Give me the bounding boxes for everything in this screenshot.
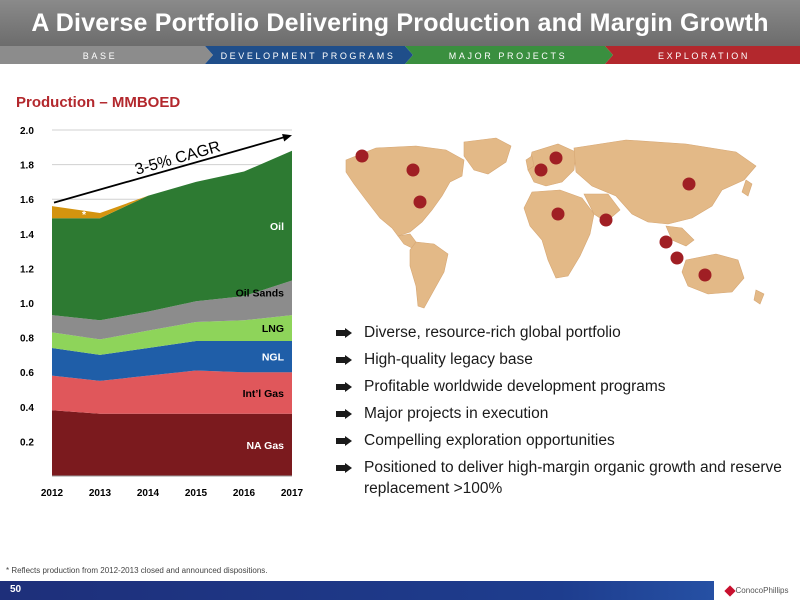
x-tick-label: 2012	[41, 488, 64, 499]
southeast-asia-shape	[665, 225, 695, 247]
x-tick-label: 2014	[137, 488, 160, 499]
area-layer-lng	[52, 315, 292, 355]
slide-title: A Diverse Portfolio Delivering Productio…	[31, 8, 769, 37]
greenland-shape	[463, 137, 512, 175]
asset-markers	[355, 149, 712, 282]
marker-canada	[406, 163, 420, 177]
arrow-bullet-icon	[336, 376, 354, 397]
marker-lower-48	[413, 195, 427, 209]
y-tick-label: 0.2	[20, 437, 34, 448]
series-label: LNG	[262, 323, 284, 335]
bullet-text: Compelling exploration opportunities	[364, 432, 615, 449]
marker-uk	[534, 163, 548, 177]
bullet-item: High-quality legacy base	[336, 349, 796, 370]
production-chart: 0.2 0.4 0.6 0.8 1.0 1.2 1.4 1.6 1.8 2.0 NA Gas Int’…	[20, 126, 304, 499]
bullet-text: High-quality legacy base	[364, 351, 533, 368]
y-tick-label: 0.8	[20, 334, 34, 345]
arrow-bullet-icon	[336, 403, 354, 424]
phase-exploration-segment	[605, 46, 800, 64]
logo-mark-icon	[723, 584, 736, 597]
continents	[345, 137, 765, 309]
marker-north-africa	[551, 207, 565, 221]
y-tick-label: 0.4	[20, 403, 34, 414]
japan-shape	[741, 179, 753, 197]
bullet-item: Profitable worldwide development program…	[336, 376, 796, 397]
company-logo: ConocoPhillips	[714, 581, 800, 600]
marker-qatar	[599, 213, 613, 227]
footnote: * Reflects production from 2012-2013 clo…	[6, 566, 268, 575]
north-america-shape	[345, 145, 465, 237]
africa-shape	[523, 189, 595, 279]
y-tick-label: 1.6	[20, 195, 34, 206]
phase-label-major: MAJOR PROJECTS	[449, 51, 567, 61]
series-label: NA Gas	[246, 440, 284, 452]
bullet-text: Diverse, resource-rich global portfolio	[364, 324, 621, 341]
middle-east-shape	[583, 193, 621, 223]
bullet-text: Profitable worldwide development program…	[364, 378, 666, 395]
y-tick-label: 1.8	[20, 161, 34, 172]
series-label: Int’l Gas	[243, 388, 285, 400]
x-tick-label: 2016	[233, 488, 256, 499]
phase-development-segment	[205, 46, 413, 64]
x-tick-label: 2015	[185, 488, 208, 499]
phase-label-base: BASE	[83, 51, 117, 61]
page-number: 50	[10, 584, 22, 595]
footer-bar: 50 ConocoPhillips	[0, 581, 800, 600]
area-layer-dispositions	[52, 150, 292, 219]
arrow-bullet-icon	[336, 430, 354, 451]
area-layer-na-gas	[52, 410, 292, 476]
area-layer-ngl	[52, 341, 292, 381]
x-tick-label: 2017	[281, 488, 304, 499]
phase-major-segment	[405, 46, 613, 64]
area-layer-oil-sands	[52, 280, 292, 340]
arrow-bullet-icon	[336, 457, 354, 478]
y-tick-label: 1.4	[20, 230, 34, 241]
australia-shape	[681, 253, 745, 295]
y-tick-label: 0.6	[20, 368, 34, 379]
marker-malaysia	[659, 235, 673, 249]
world-map	[345, 137, 765, 309]
cagr-arrow-head	[282, 133, 292, 142]
chart-title: Production – MMBOED	[16, 94, 181, 111]
bullet-item: Compelling exploration opportunities	[336, 430, 796, 451]
asia-shape	[573, 139, 757, 225]
europe-shape	[527, 143, 577, 187]
south-america-shape	[409, 241, 449, 309]
marker-china	[682, 177, 696, 191]
uk-shape	[525, 155, 535, 171]
cagr-arrow-line	[53, 135, 287, 204]
series-label: Oil Sands	[236, 288, 285, 300]
series-label: *	[82, 209, 87, 221]
bullet-item: Major projects in execution	[336, 403, 796, 424]
bullet-item: Diverse, resource-rich global portfolio	[336, 322, 796, 343]
y-tick-label: 1.2	[20, 264, 34, 275]
series-label: Oil	[270, 221, 284, 233]
arrow-bullet-icon	[336, 349, 354, 370]
x-tick-label: 2013	[89, 488, 112, 499]
phase-arrows: BASE DEVELOPMENT PROGRAMS MAJOR PROJECTS…	[0, 46, 800, 64]
marker-indonesia	[670, 251, 684, 265]
y-tick-label: 1.0	[20, 299, 34, 310]
area-layer-oil	[52, 150, 292, 321]
arrow-bullet-icon	[336, 322, 354, 343]
marker-australia	[698, 268, 712, 282]
title-bar: A Diverse Portfolio Delivering Productio…	[0, 0, 800, 46]
new-zealand-shape	[753, 289, 765, 305]
phase-label-development: DEVELOPMENT PROGRAMS	[221, 51, 396, 61]
bullet-list: Diverse, resource-rich global portfolio …	[336, 322, 796, 505]
bullet-text: Major projects in execution	[364, 405, 549, 422]
bullet-item: Positioned to deliver high-margin organi…	[336, 457, 796, 499]
marker-norway	[549, 151, 563, 165]
phase-bar: BASE DEVELOPMENT PROGRAMS MAJOR PROJECTS…	[0, 46, 800, 64]
area-layer-int-l-gas	[52, 370, 292, 414]
logo-text: ConocoPhillips	[735, 586, 789, 595]
marker-alaska	[355, 149, 369, 163]
phase-label-exploration: EXPLORATION	[658, 51, 750, 61]
bullet-text: Positioned to deliver high-margin organi…	[364, 459, 782, 497]
y-tick-label: 2.0	[20, 126, 34, 137]
phase-base-segment	[0, 46, 213, 64]
series-label: NGL	[262, 352, 285, 364]
